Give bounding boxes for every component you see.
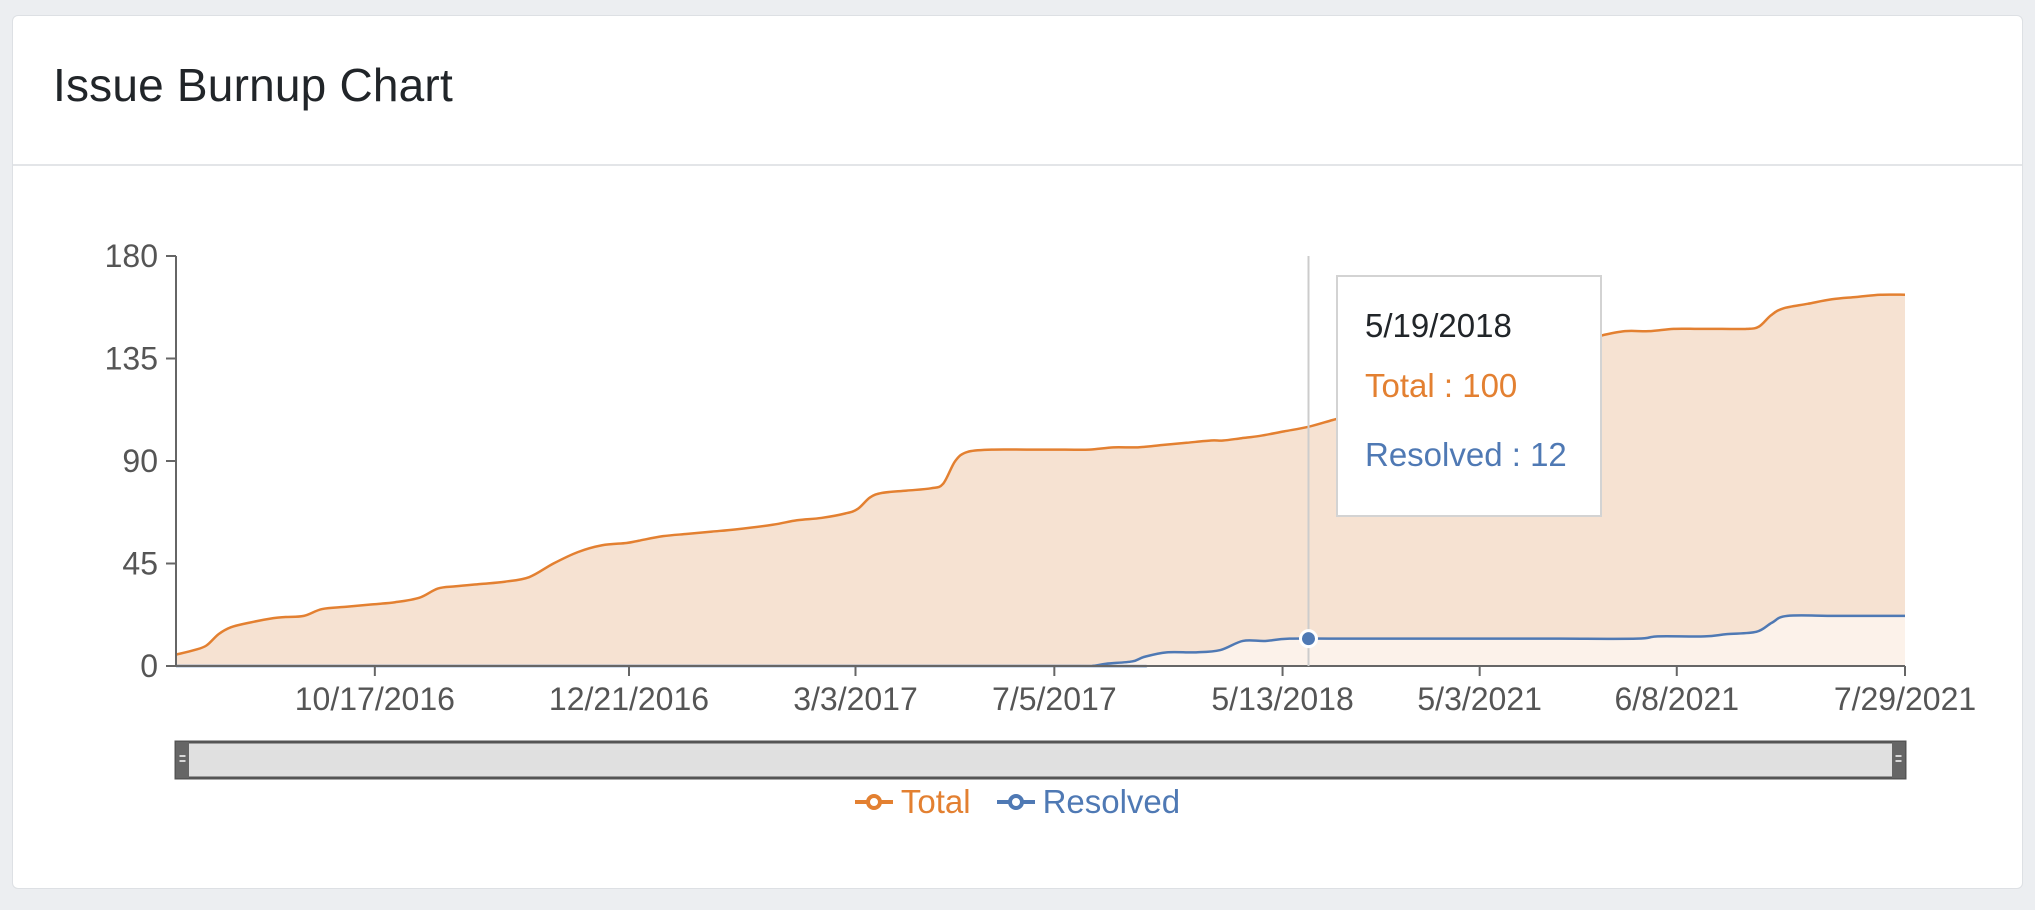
scrollbar-handle-left[interactable] (176, 742, 189, 778)
x-tick-label: 12/21/2016 (549, 681, 709, 717)
scrollbar-handle-right[interactable] (1892, 742, 1905, 778)
legend-marker-resolved-icon (996, 794, 1035, 810)
tooltip-total: Total : 100 (1365, 367, 1518, 404)
x-tick-label: 5/13/2018 (1211, 681, 1353, 717)
y-tick-label: 180 (105, 238, 158, 274)
series-area-total (176, 294, 1905, 666)
chart-legend: Total Resolved (0, 783, 2035, 821)
legend-item-resolved[interactable]: Resolved (996, 783, 1181, 821)
page-title: Issue Burnup Chart (53, 59, 453, 111)
series-line-total (175, 293, 1906, 656)
legend-marker-total-icon (854, 794, 893, 810)
y-tick-label: 90 (122, 443, 158, 479)
x-tick-label: 10/17/2016 (295, 681, 455, 717)
x-tick-label: 6/8/2021 (1614, 681, 1739, 717)
y-tick-label: 135 (105, 341, 158, 377)
legend-label-total: Total (900, 783, 971, 820)
y-tick-label: 45 (122, 546, 158, 582)
y-tick-label: 0 (140, 648, 158, 684)
card-header: Issue Burnup Chart (13, 16, 2022, 166)
chart-tooltip: 5/19/2018 Total : 100 Resolved : 12 (1336, 275, 1602, 517)
x-tick-label: 7/5/2017 (992, 681, 1117, 717)
range-scrollbar[interactable] (174, 740, 1907, 780)
x-tick-label: 5/3/2021 (1417, 681, 1542, 717)
highlight-point-resolved (1298, 629, 1318, 649)
x-tick-label: 3/3/2017 (793, 681, 918, 717)
legend-label-resolved: Resolved (1042, 783, 1181, 820)
legend-item-total[interactable]: Total (854, 783, 971, 821)
series-area-resolved (176, 615, 1905, 667)
tooltip-date: 5/19/2018 (1365, 307, 1512, 344)
tooltip-resolved: Resolved : 12 (1365, 436, 1567, 473)
x-tick-label: 7/29/2021 (1834, 681, 1976, 717)
